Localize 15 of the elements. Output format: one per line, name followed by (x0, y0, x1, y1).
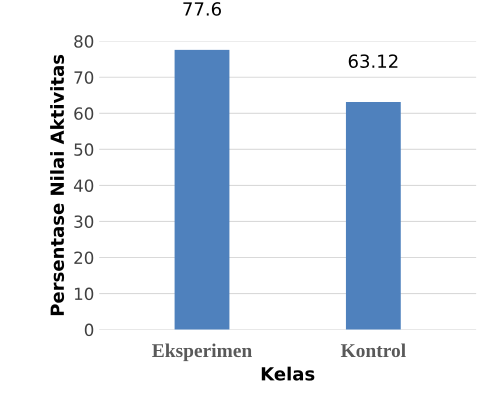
y-tick-label: 70 (74, 71, 94, 84)
y-tick-label: 50 (74, 143, 94, 156)
y-tick-label: 40 (74, 179, 94, 192)
x-tick-label: Eksperimen (152, 343, 252, 362)
x-axis-title: Kelas (262, 366, 314, 381)
data-label: 77.6 (183, 2, 221, 16)
y-tick-label: 80 (74, 35, 94, 48)
x-tick-label: Kontrol (340, 343, 406, 358)
y-tick-label: 10 (74, 288, 94, 300)
y-axis-title: Persentase Nilai Aktivitas (50, 54, 64, 316)
y-tick-label: 30 (74, 215, 94, 228)
y-tick-label: 20 (74, 251, 94, 264)
y-tick-label: 60 (74, 107, 94, 120)
data-label: 63.12 (348, 54, 398, 68)
y-tick-label: 0 (84, 324, 94, 336)
